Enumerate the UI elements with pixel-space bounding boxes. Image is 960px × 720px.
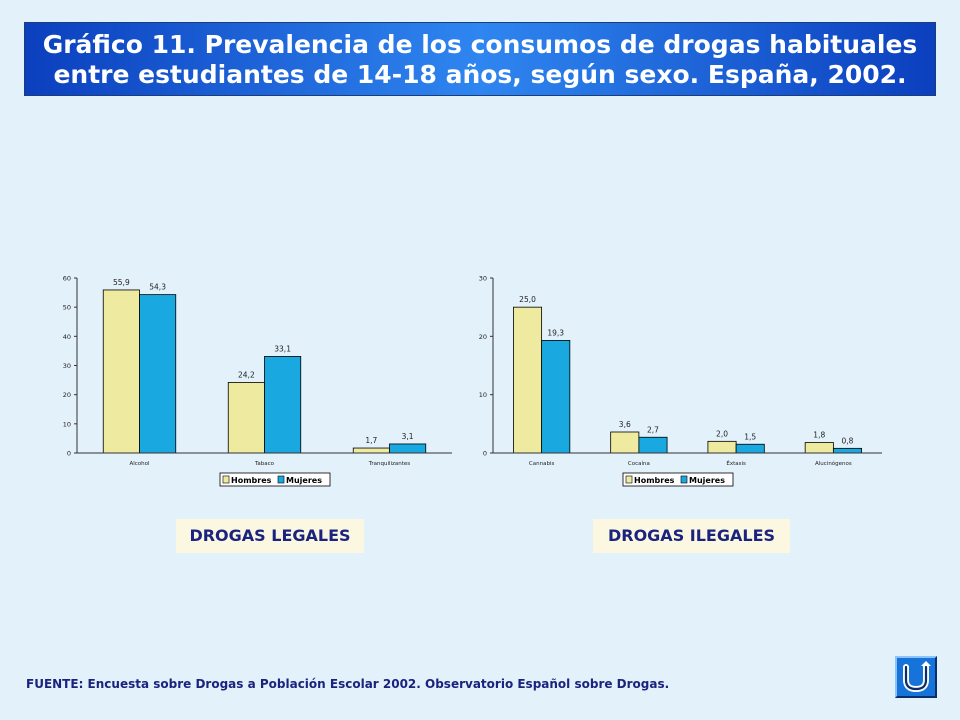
data-label-mujeres: 33,1 [274,344,291,353]
legend-label-hombres: Hombres [231,476,272,485]
data-label-mujeres: 19,3 [547,328,564,337]
data-label-hombres: 1,7 [365,436,377,445]
title-line-1: Gráfico 11. Prevalencia de los consumos … [42,30,918,59]
bar-mujeres [832,447,862,454]
bar-mujeres [638,436,668,454]
data-label-mujeres: 1,5 [744,432,756,441]
bar-hombres [610,431,640,454]
y-tick-label: 0 [67,450,71,458]
x-category-label: Cannabis [529,461,555,467]
data-label-hombres: 24,2 [238,370,255,379]
legend-label-mujeres: Mujeres [286,476,322,485]
x-category-label: Tranquilizantes [368,461,411,467]
illegal-drugs-chart: 0 10 20 30 25,0 3,6 2,0 1,8 19,3 2,7 1,5 0,8 Cannabi… [440,268,890,498]
legend-label-mujeres: Mujeres [689,476,725,485]
legend-swatch-hombres [222,475,230,484]
x-category-label: Alcohol [129,461,150,467]
bar-mujeres [541,340,571,454]
legend-swatch-hombres [625,475,633,484]
legend-box [219,472,331,487]
y-tick-label: 10 [479,391,487,399]
legend-swatch-mujeres [680,475,688,484]
legend-swatch-mujeres [277,475,285,484]
data-label-hombres: 3,6 [619,420,631,429]
legal-drugs-chart: 0 10 20 30 40 50 60 55,9 24,2 1,7 54,3 33,1 3,1 Alcoh… [40,268,480,498]
y-tick-label: 20 [63,391,71,399]
legend-box [622,472,734,487]
x-category-label: Cocaína [628,460,650,467]
y-tick-label: 50 [63,304,71,312]
y-tick-label: 40 [63,333,71,341]
bar-hombres [707,440,737,454]
data-label-mujeres: 2,7 [647,425,659,434]
bar-hombres [804,442,834,454]
data-label-mujeres: 3,1 [402,432,414,441]
bar-hombres [352,447,390,454]
bar-hombres [513,306,543,454]
bar-mujeres [735,443,765,454]
u-turn-return-icon [903,661,931,693]
y-tick-label: 60 [63,275,71,283]
legal-drugs-label: DROGAS LEGALES [176,519,364,553]
data-label-hombres: 55,9 [113,278,130,287]
data-label-hombres: 25,0 [519,295,536,304]
bar-mujeres [264,356,302,454]
bar-mujeres [139,294,177,454]
source-footnote: FUENTE: Encuesta sobre Drogas a Població… [26,677,670,691]
legal-drugs-chart-svg: 0 10 20 30 40 50 60 55,9 24,2 1,7 54,3 33,1 3,1 Alcoh… [63,275,452,487]
data-label-mujeres: 54,3 [149,283,166,292]
data-label-hombres: 1,8 [813,431,825,440]
bar-mujeres [389,443,427,454]
y-tick-label: 0 [483,450,487,458]
bar-hombres [227,382,265,454]
illegal-drugs-chart-svg: 0 10 20 30 25,0 3,6 2,0 1,8 19,3 2,7 1,5 0,8 Cannabi… [479,275,882,487]
data-label-mujeres: 0,8 [842,436,854,445]
illegal-drugs-label: DROGAS ILEGALES [593,519,790,553]
data-label-hombres: 2,0 [716,429,728,438]
y-tick-label: 10 [63,420,71,428]
title-line-2: entre estudiantes de 14-18 años, según s… [53,60,907,89]
y-tick-label: 30 [63,362,71,370]
x-category-label: Alucinógenos [815,460,852,467]
x-category-label: Tabaco [254,461,275,467]
legend-label-hombres: Hombres [634,476,675,485]
x-category-label: Éxtasis [726,459,746,467]
y-tick-label: 20 [479,333,487,341]
return-button[interactable] [895,656,937,698]
slide-title: Gráfico 11. Prevalencia de los consumos … [24,22,936,96]
bar-hombres [102,289,140,454]
y-tick-label: 30 [479,275,487,283]
